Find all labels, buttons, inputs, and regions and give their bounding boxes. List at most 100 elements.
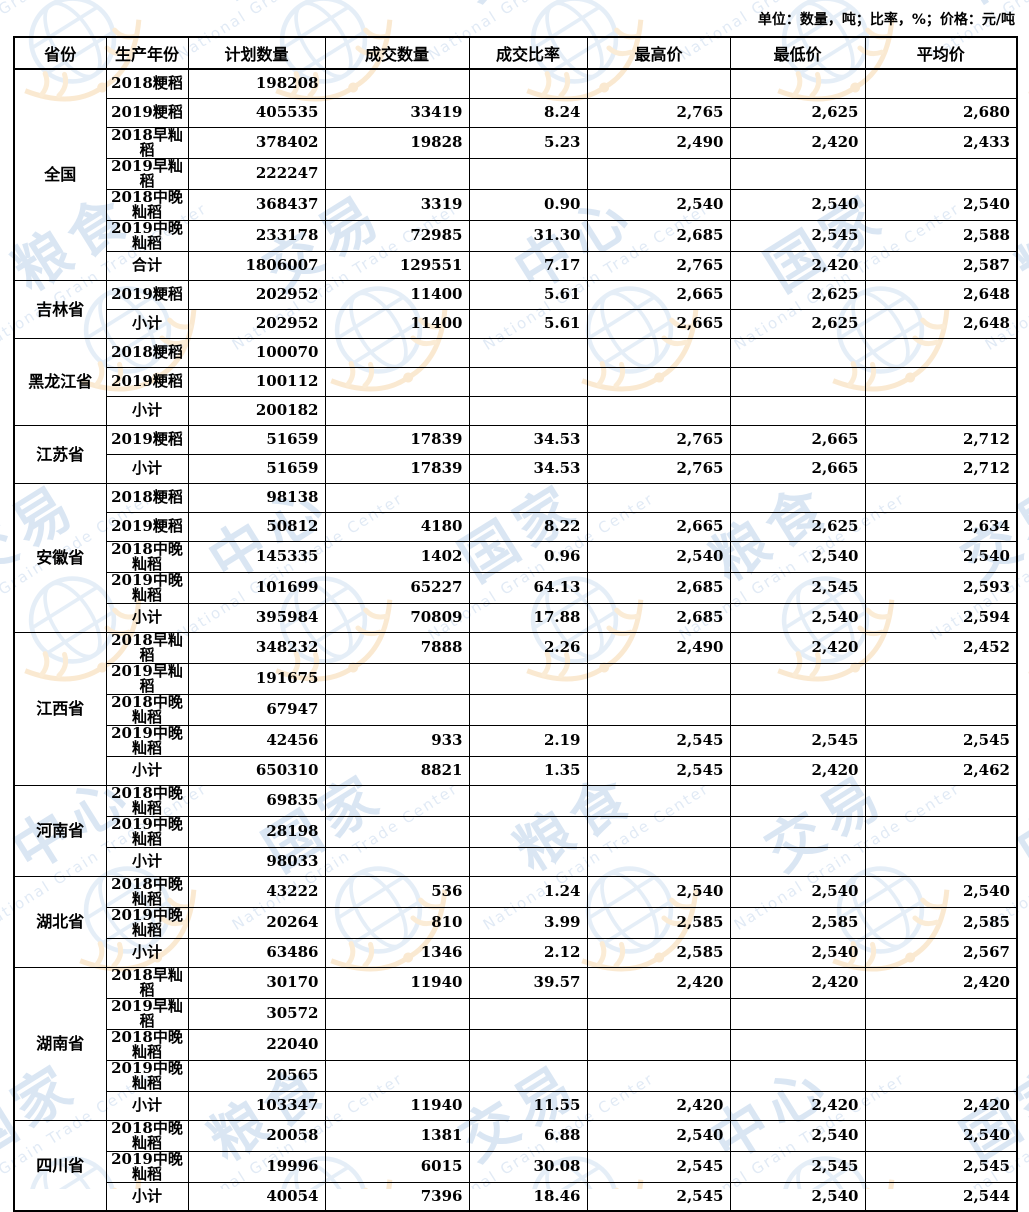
high-cell bbox=[586, 846, 731, 877]
year-cell: 小计 bbox=[105, 602, 189, 633]
year-cell: 2018早籼稻 bbox=[105, 126, 189, 159]
table-row: 小计 200182 bbox=[14, 395, 1018, 426]
year-cell: 2019粳稻 bbox=[105, 366, 189, 397]
year-cell: 2018早籼稻 bbox=[105, 966, 189, 999]
year-cell: 2019中晚籼稻 bbox=[105, 906, 189, 939]
avg-cell: 2,567 bbox=[864, 937, 1018, 968]
plan-cell: 50812 bbox=[187, 511, 326, 542]
table-row: 2019中晚籼稻 19996 6015 30.08 2,545 2,545 2,545 bbox=[14, 1150, 1018, 1183]
ratio-cell: 11.55 bbox=[468, 1090, 588, 1121]
deal-cell: 933 bbox=[324, 724, 470, 757]
plan-cell: 405535 bbox=[187, 97, 326, 128]
deal-cell bbox=[324, 157, 470, 190]
ratio-cell bbox=[468, 784, 588, 817]
ratio-cell bbox=[468, 997, 588, 1030]
table-row: 小计 51659 17839 34.53 2,765 2,665 2,712 bbox=[14, 453, 1018, 484]
high-cell: 2,420 bbox=[586, 1090, 731, 1121]
deal-cell: 11940 bbox=[324, 966, 470, 999]
year-cell: 小计 bbox=[105, 937, 189, 968]
unit-note: 单位：数量，吨；比率，%；价格：元/吨 bbox=[757, 12, 1015, 28]
deal-cell bbox=[324, 662, 470, 695]
deal-cell: 536 bbox=[324, 875, 470, 908]
year-cell: 2018中晚籼稻 bbox=[105, 693, 189, 726]
avg-cell: 2,545 bbox=[864, 1150, 1018, 1183]
plan-cell: 650310 bbox=[187, 755, 326, 786]
table-row: 四川省 2018中晚籼稻 20058 1381 6.88 2,540 2,540 2,540 bbox=[13, 1119, 1018, 1212]
high-cell bbox=[586, 1028, 731, 1061]
year-cell: 2019中晚籼稻 bbox=[105, 815, 189, 848]
table-row: 安徽省 2018粳稻 98138 bbox=[13, 482, 1018, 633]
avg-cell: 2,420 bbox=[864, 1090, 1018, 1121]
ratio-cell: 2.26 bbox=[468, 631, 588, 664]
plan-cell: 202952 bbox=[187, 308, 326, 339]
avg-cell: 2,588 bbox=[864, 219, 1018, 252]
low-cell: 2,420 bbox=[729, 755, 866, 786]
year-cell: 小计 bbox=[105, 846, 189, 877]
high-cell: 2,585 bbox=[586, 906, 731, 939]
avg-cell bbox=[864, 784, 1018, 817]
ratio-cell: 8.22 bbox=[468, 511, 588, 542]
year-cell: 2018粳稻 bbox=[105, 337, 189, 368]
high-cell: 2,545 bbox=[586, 1150, 731, 1183]
table-row: 2018中晚籼稻 368437 3319 0.90 2,540 2,540 2,540 bbox=[14, 188, 1018, 221]
deal-cell: 11940 bbox=[324, 1090, 470, 1121]
low-cell bbox=[729, 68, 866, 99]
ratio-cell: 64.13 bbox=[468, 571, 588, 604]
low-cell: 2,420 bbox=[729, 1090, 866, 1121]
low-cell: 2,420 bbox=[729, 631, 866, 664]
avg-cell: 2,540 bbox=[864, 1119, 1018, 1152]
plan-cell: 222247 bbox=[187, 157, 326, 190]
table-row: 河南省 2018中晚籼稻 69835 bbox=[13, 784, 1018, 877]
avg-cell bbox=[864, 366, 1018, 397]
year-cell: 合计 bbox=[105, 250, 189, 281]
avg-cell: 2,712 bbox=[864, 424, 1018, 455]
avg-cell bbox=[864, 997, 1018, 1030]
avg-cell: 2,593 bbox=[864, 571, 1018, 604]
low-cell bbox=[729, 366, 866, 397]
avg-cell bbox=[864, 662, 1018, 695]
table-row: 2019中晚籼稻 233178 72985 31.30 2,685 2,545 2,588 bbox=[14, 219, 1018, 252]
deal-cell: 1381 bbox=[324, 1119, 470, 1152]
year-cell: 2018中晚籼稻 bbox=[105, 1119, 189, 1152]
table-row: 小计 395984 70809 17.88 2,685 2,540 2,594 bbox=[14, 602, 1018, 633]
plan-cell: 100112 bbox=[187, 366, 326, 397]
table-row: 江苏省 2019粳稻 51659 17839 34.53 2,765 2,665 2,712 bbox=[13, 424, 1018, 484]
plan-cell: 42456 bbox=[187, 724, 326, 757]
deal-cell bbox=[324, 846, 470, 877]
plan-cell: 348232 bbox=[187, 631, 326, 664]
table-row: 2019粳稻 405535 33419 8.24 2,765 2,625 2,680 bbox=[14, 97, 1018, 128]
year-cell: 小计 bbox=[105, 308, 189, 339]
year-cell: 2019中晚籼稻 bbox=[105, 571, 189, 604]
table-row: 2019早籼稻 30572 bbox=[14, 997, 1018, 1030]
deal-cell bbox=[324, 815, 470, 848]
low-cell: 2,665 bbox=[729, 453, 866, 484]
high-cell: 2,765 bbox=[586, 250, 731, 281]
high-cell: 2,765 bbox=[586, 424, 731, 455]
deal-cell bbox=[324, 366, 470, 397]
deal-cell bbox=[324, 482, 470, 513]
deal-cell bbox=[324, 784, 470, 817]
watermark-cn-text: 交易 bbox=[449, 0, 592, 15]
low-cell: 2,545 bbox=[729, 219, 866, 252]
low-cell: 2,540 bbox=[729, 1119, 866, 1152]
plan-cell: 98033 bbox=[187, 846, 326, 877]
deal-cell: 1346 bbox=[324, 937, 470, 968]
deal-cell: 17839 bbox=[324, 424, 470, 455]
avg-cell: 2,680 bbox=[864, 97, 1018, 128]
table-row: 2018中晚籼稻 22040 bbox=[14, 1028, 1018, 1061]
ratio-cell: 34.53 bbox=[468, 453, 588, 484]
table-row: 2019早籼稻 191675 bbox=[14, 662, 1018, 695]
low-cell: 2,420 bbox=[729, 126, 866, 159]
ratio-cell bbox=[468, 395, 588, 426]
wheat-icon bbox=[1028, 665, 1029, 682]
high-cell bbox=[586, 337, 731, 368]
table-row: 江西省 2018早籼稻 348232 7888 2.26 2,490 2,420 2,452 bbox=[13, 631, 1018, 786]
deal-cell: 11400 bbox=[324, 308, 470, 339]
high-cell bbox=[586, 366, 731, 397]
province-cell: 湖南省 bbox=[13, 966, 107, 1121]
ratio-cell: 5.61 bbox=[468, 279, 588, 310]
avg-cell: 2,594 bbox=[864, 602, 1018, 633]
trade-results-table: 省份 生产年份 计划数量 成交数量 成交比率 最高价 最低价 平均价 全国 201… bbox=[13, 36, 1018, 1212]
avg-cell: 2,544 bbox=[864, 1181, 1018, 1212]
ratio-cell bbox=[468, 157, 588, 190]
